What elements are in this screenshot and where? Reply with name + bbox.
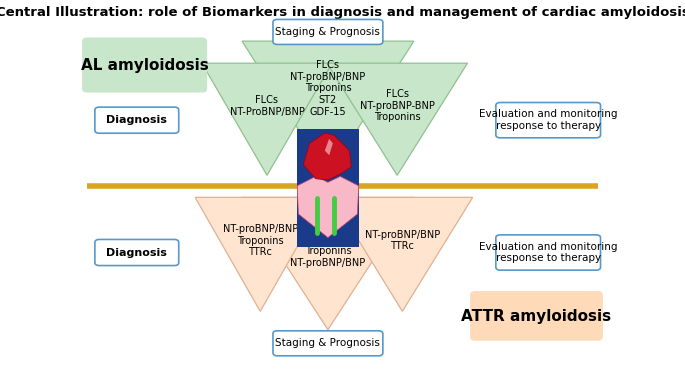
Text: FLCs
NT-proBNP-BNP
Troponins: FLCs NT-proBNP-BNP Troponins [360,89,434,123]
FancyBboxPatch shape [82,38,207,93]
Polygon shape [202,63,332,175]
Text: FLCs
NT-proBNP/BNP
Troponins
ST2
GDF-15: FLCs NT-proBNP/BNP Troponins ST2 GDF-15 [290,60,366,117]
FancyBboxPatch shape [95,107,179,133]
Text: Evaluation and monitoring
response to therapy: Evaluation and monitoring response to th… [479,242,617,263]
Polygon shape [195,197,325,311]
Text: Diagnosis: Diagnosis [106,248,167,258]
FancyBboxPatch shape [496,103,601,138]
FancyBboxPatch shape [273,20,383,44]
Text: NT-proBNP/BNP
TTRc: NT-proBNP/BNP TTRc [364,230,440,251]
Polygon shape [325,139,333,155]
Text: Diagnosis: Diagnosis [106,115,167,125]
Text: AL amyloidosis: AL amyloidosis [81,58,208,73]
Polygon shape [297,176,359,238]
Text: Central Illustration: role of Biomarkers in diagnosis and management of cardiac : Central Illustration: role of Biomarkers… [0,6,685,19]
FancyBboxPatch shape [95,239,179,266]
Text: Staging & Prognosis: Staging & Prognosis [275,27,380,37]
FancyBboxPatch shape [297,130,359,247]
Polygon shape [303,133,351,180]
Text: FLCs
NT-ProBNP/BNP: FLCs NT-ProBNP/BNP [229,95,304,117]
Text: eGFR
Troponins
NT-proBNP/BNP: eGFR Troponins NT-proBNP/BNP [290,235,366,268]
Text: Evaluation and monitoring
response to therapy: Evaluation and monitoring response to th… [479,109,617,131]
FancyBboxPatch shape [273,331,383,356]
Polygon shape [332,197,473,311]
Polygon shape [327,63,467,175]
FancyBboxPatch shape [470,291,603,341]
Text: Staging & Prognosis: Staging & Prognosis [275,338,380,348]
Polygon shape [242,41,414,175]
Text: ATTR amyloidosis: ATTR amyloidosis [461,308,611,324]
FancyBboxPatch shape [496,235,601,270]
Text: NT-proBNP/BNP
Troponins
TTRc: NT-proBNP/BNP Troponins TTRc [223,224,298,257]
Polygon shape [242,197,414,330]
